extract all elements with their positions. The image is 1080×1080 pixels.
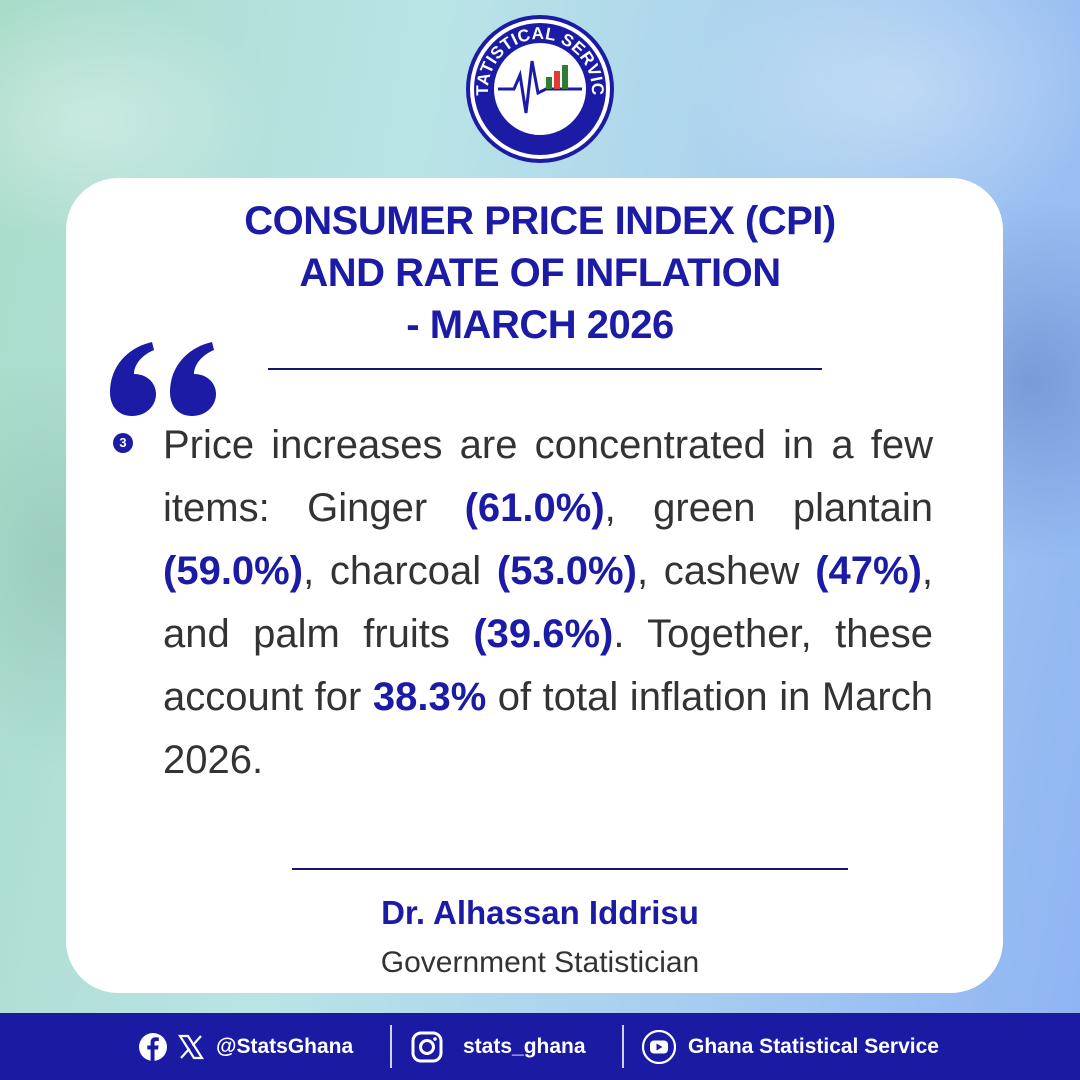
point-number-badge: 3 [113,433,133,453]
ginger-percent: (61.0%) [464,486,605,530]
social-footer: @StatsGhana stats_ghana Ghana Statistica… [0,1013,1080,1080]
cashew-percent: (47%) [815,549,922,593]
x-icon[interactable] [178,1034,204,1060]
footer-youtube[interactable]: Ghana Statistical Service [642,1013,939,1080]
youtube-icon[interactable] [642,1029,676,1064]
title-line-3: - MARCH 2026 [406,303,674,347]
quote-text: , and palm fruits [163,549,934,656]
title-line-2: AND RATE OF INFLATION [299,251,781,295]
footer-instagram[interactable]: stats_ghana [411,1013,586,1080]
instagram-icon[interactable] [411,1031,443,1063]
footer-separator [622,1025,624,1068]
charcoal-percent: (53.0%) [496,549,637,593]
green-plantain-percent: (59.0%) [163,549,304,593]
palm-fruits-percent: (39.6%) [473,612,614,656]
quote-text: , charcoal [303,549,497,593]
content-card [66,178,1003,993]
author-divider [292,868,848,870]
title-line-1: CONSUMER PRICE INDEX (CPI) [244,199,836,243]
author-name: Dr. Alhassan Iddrisu [381,894,699,931]
quote-text: , cashew [636,549,816,593]
quote-text: , green plantain [604,486,934,530]
quote-text: Price increases are concentrated in a fe… [163,423,933,530]
footer-separator [390,1025,392,1068]
quote-paragraph: Price increases are concentrated in a fe… [163,414,933,792]
title-divider [268,368,822,370]
handle-ghana-statistical-service: Ghana Statistical Service [688,1034,939,1058]
handle-stats-ghana: stats_ghana [463,1034,586,1058]
footer-facebook-x[interactable]: @StatsGhana [138,1013,353,1080]
author-role: Government Statistician [380,946,700,979]
handle-statsghana: @StatsGhana [216,1034,354,1058]
quote-icon [108,340,218,416]
facebook-icon[interactable] [138,1032,168,1062]
quote-text: of total inflation in March 2026. [163,675,933,782]
total-inflation-share: 38.3% [372,675,487,719]
gss-logo: STATISTICAL SERVICE GHANA [456,0,618,165]
quote-text: . Together, these account for [163,612,933,719]
